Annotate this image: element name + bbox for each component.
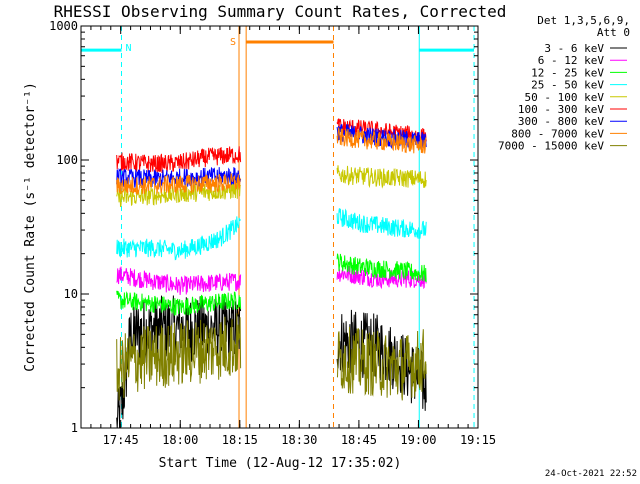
- series-line-seg1: [116, 313, 242, 401]
- y-axis-label: Corrected Count Rate (s⁻¹ detector⁻¹): [23, 82, 38, 372]
- legend-entry-label: 100 - 300 keV: [518, 103, 604, 116]
- series-line-seg2: [336, 253, 427, 283]
- series-3: [116, 208, 427, 261]
- x-tick-label: 18:30: [281, 433, 317, 447]
- series-line-seg1: [116, 172, 241, 195]
- series-line-seg1: [116, 216, 242, 261]
- legend-entry-label: 50 - 100 keV: [525, 91, 605, 104]
- series-line-seg2: [336, 208, 427, 239]
- series-5: [116, 118, 427, 174]
- series-2: [116, 253, 427, 316]
- series-line-seg2: [336, 126, 427, 154]
- y-tick-label: 1: [71, 421, 78, 435]
- night-flag-label: N: [125, 43, 131, 54]
- series-8: [116, 313, 427, 401]
- legend-entry-label: 3 - 6 keV: [544, 42, 604, 55]
- legend-entry-label: 6 - 12 keV: [538, 54, 605, 67]
- y-tick-label: 10: [64, 287, 78, 301]
- y-tick-label: 1000: [49, 19, 78, 33]
- series-line-seg1: [116, 266, 242, 296]
- series-line-seg2: [336, 165, 427, 189]
- legend-header-line: Att 0: [597, 26, 630, 39]
- x-tick-label: 18:45: [341, 433, 377, 447]
- legend-entry-label: 300 - 800 keV: [518, 115, 604, 128]
- chart-title: RHESSI Observing Summary Count Rates, Co…: [54, 2, 507, 21]
- footer-timestamp: 24-Oct-2021 22:52: [545, 469, 637, 479]
- annotation-layer: NS: [80, 26, 475, 428]
- legend-entry-label: 12 - 25 keV: [531, 66, 604, 79]
- axes-layer: 17:45 18:00 18:15 18:30 18:45 19:00 19:15 1 10 10…: [49, 19, 496, 447]
- legend-entry-label: 800 - 7000 keV: [511, 127, 604, 140]
- saa-flag-label: S: [230, 37, 236, 48]
- series-layer: [116, 118, 427, 428]
- x-tick-label: 19:15: [460, 433, 496, 447]
- y-tick-label: 100: [56, 153, 78, 167]
- legend-header-line: Det 1,3,5,6,9,: [537, 14, 630, 27]
- series-line-seg1: [116, 290, 242, 316]
- series-line-seg2: [336, 309, 427, 411]
- x-tick-label: 17:45: [103, 433, 139, 447]
- x-tick-label: 18:00: [162, 433, 198, 447]
- x-tick-label: 18:15: [222, 433, 258, 447]
- x-tick-label: 19:00: [400, 433, 436, 447]
- series-line-seg2: [336, 326, 427, 401]
- series-line-seg1: [116, 146, 242, 174]
- x-axis-label: Start Time (12-Aug-12 17:35:02): [159, 456, 402, 471]
- series-7: [116, 126, 427, 195]
- legend-entry-label: 7000 - 15000 keV: [498, 140, 604, 153]
- legend-entry-label: 25 - 50 keV: [531, 79, 604, 92]
